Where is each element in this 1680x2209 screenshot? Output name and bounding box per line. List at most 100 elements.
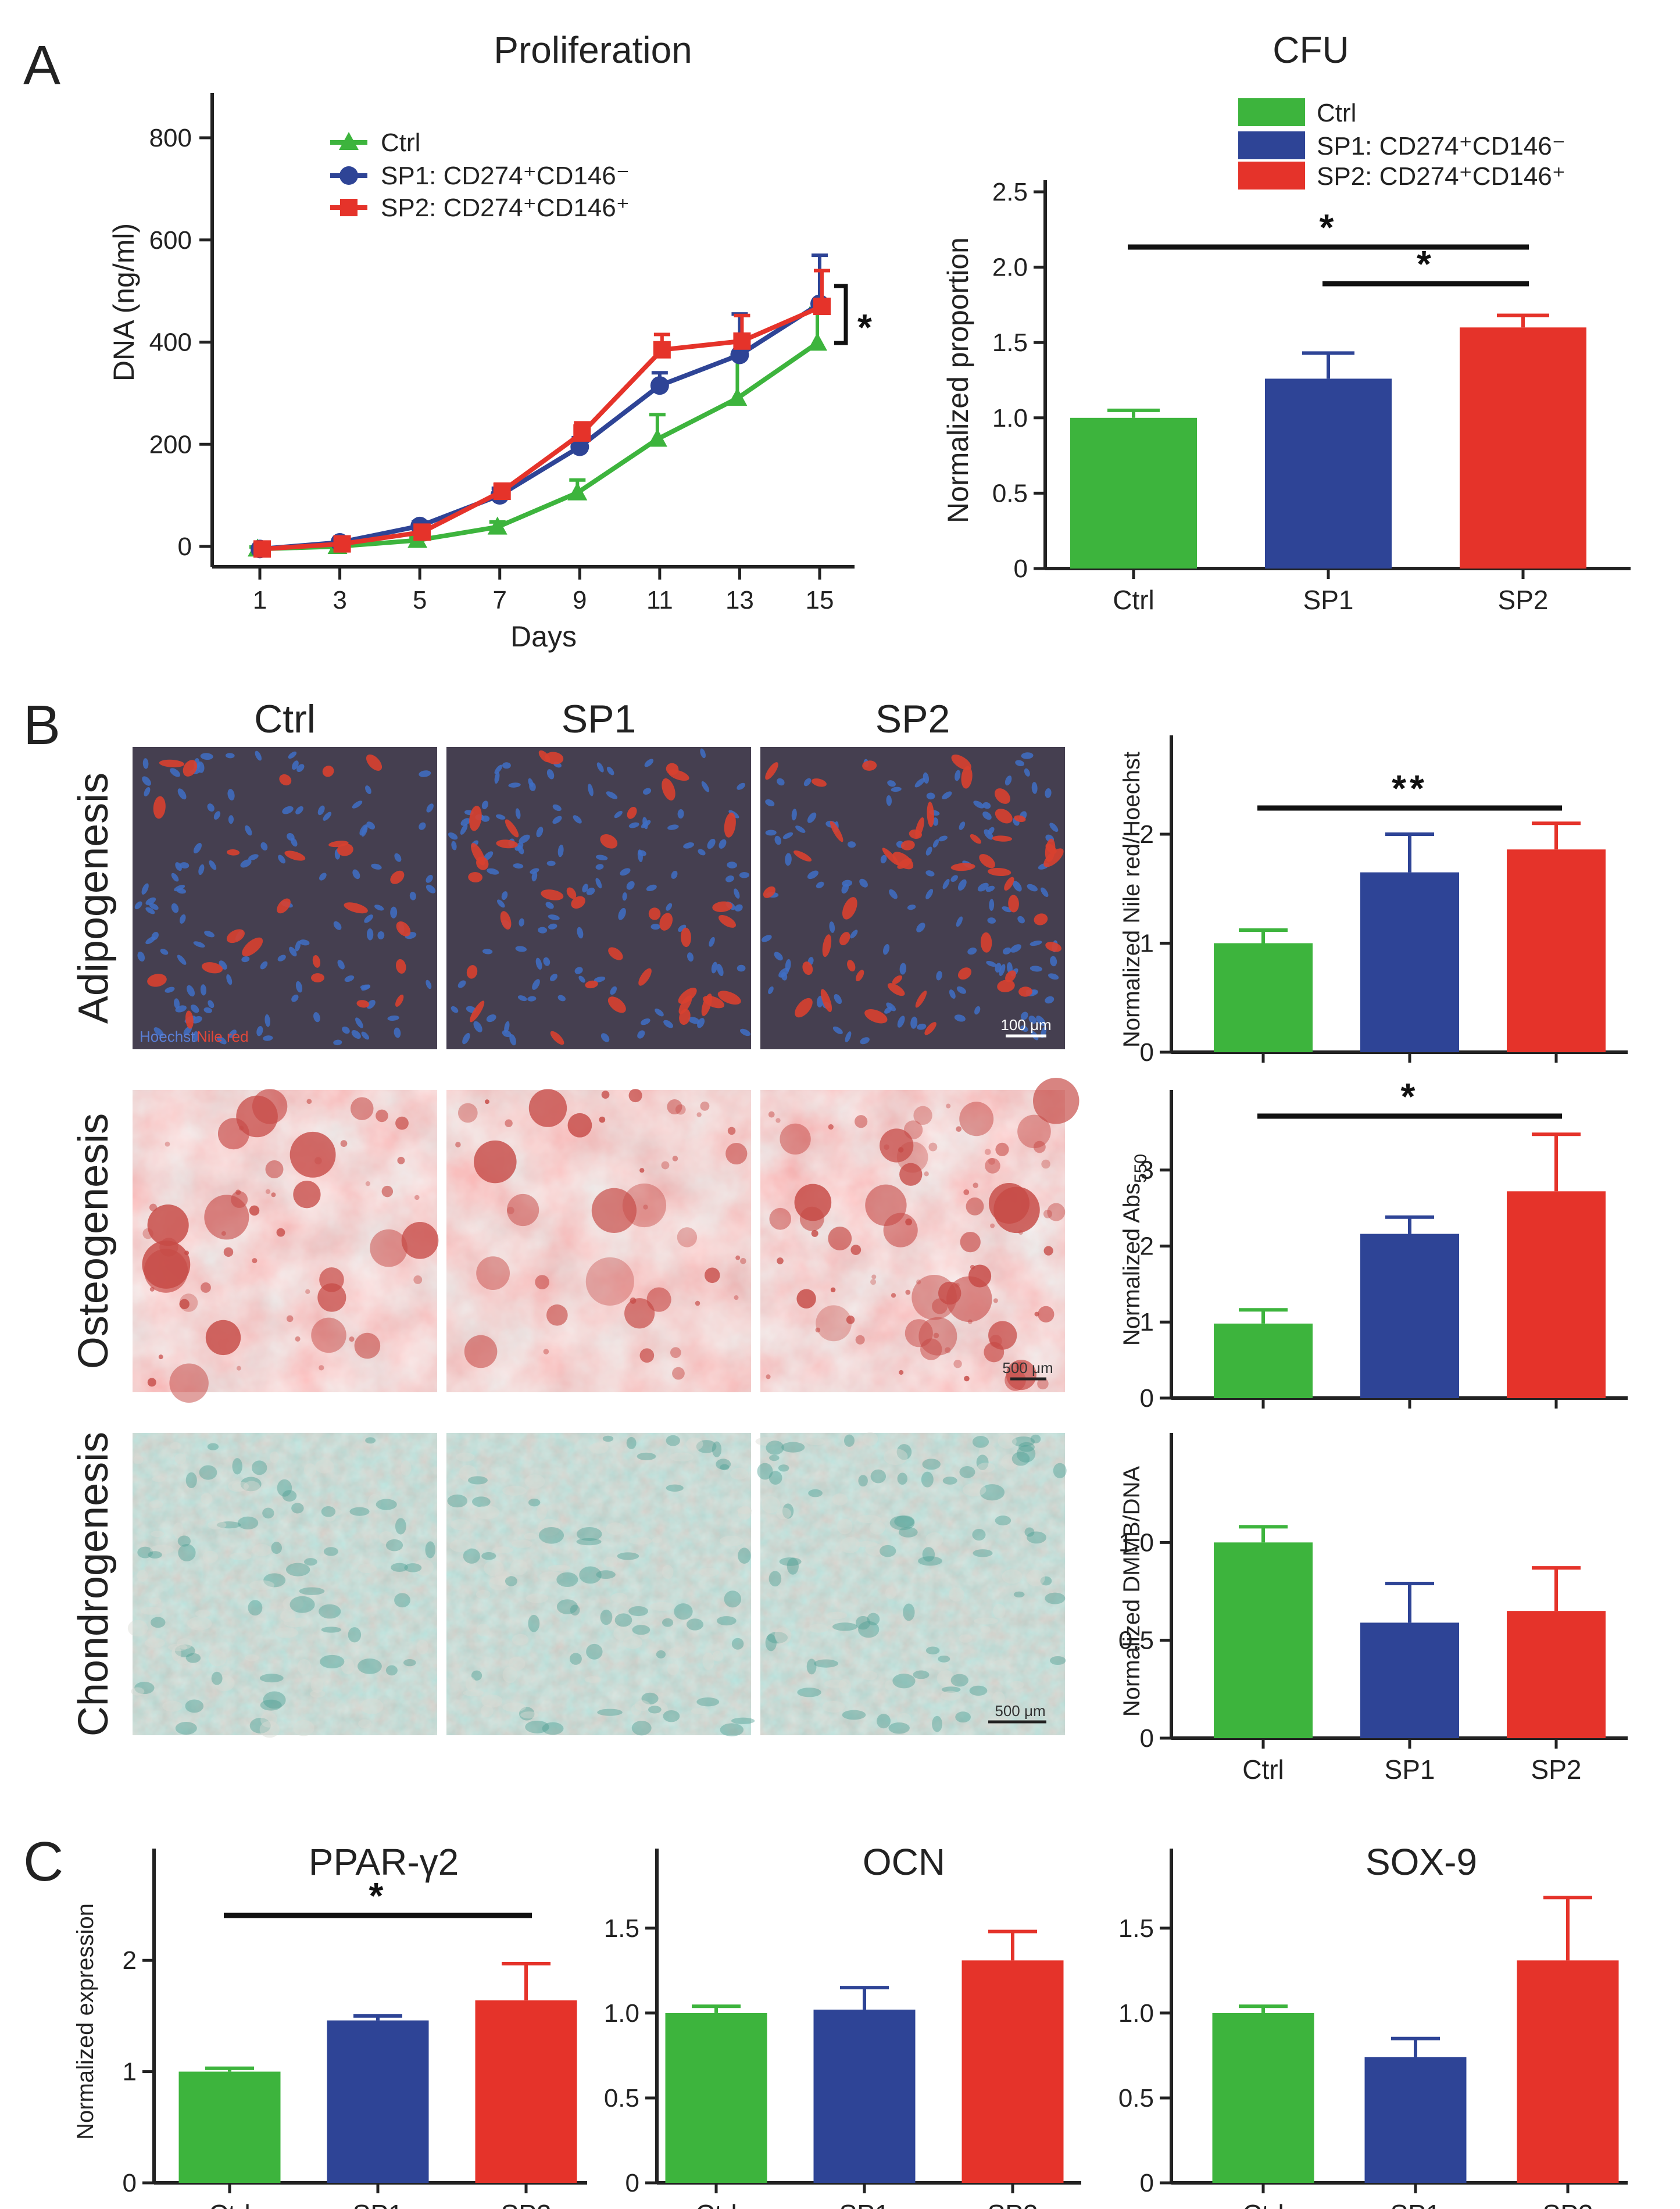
micrograph-adipo-ctrl xyxy=(133,747,437,1049)
ppar-bar-sp2 xyxy=(475,2000,577,2183)
proliferation-series-line-0 xyxy=(257,341,819,552)
proliferation-point xyxy=(653,341,671,359)
proliferation-point xyxy=(487,516,507,535)
micrograph-grid: Ctrl SP1 SP2 Adipogenesis Osteogenesis C… xyxy=(70,697,1080,1738)
proliferation-point xyxy=(413,523,431,541)
proliferation-legend-label: Ctrl xyxy=(381,128,420,157)
ocn-y-tick-label: 1.5 xyxy=(604,1914,639,1943)
cfu-legend-label: SP1: CD274⁺CD146⁻ xyxy=(1317,132,1565,160)
sox9-y-tick-label: 1.0 xyxy=(1118,1999,1154,2028)
osteogenesis-quant-significance-label: * xyxy=(1401,1075,1419,1117)
stain-label-hoechst: Hoechst xyxy=(140,1028,195,1045)
panel-letter-c: C xyxy=(23,1831,63,1893)
proliferation-point xyxy=(567,482,588,501)
micrograph-chondro-sp1 xyxy=(446,1433,755,1736)
sox9-category-label: SP1 xyxy=(1391,2199,1441,2209)
osteogenesis-quant-y-tick-label: 2 xyxy=(1140,1232,1154,1260)
chondrogenesis-quant-y-label: Normalized DMMB/DNA xyxy=(1119,1466,1145,1717)
ocn-chart: OCN 0 0.5 1.0 1.5 Ctrl SP1 SP2 xyxy=(604,1841,1081,2209)
cfu-title: CFU xyxy=(1272,29,1349,71)
scale-label-adipo: 100 μm xyxy=(1000,1016,1051,1034)
proliferation-x-tick-label: 15 xyxy=(806,586,834,614)
proliferation-point xyxy=(813,297,831,315)
cfu-legend-swatch xyxy=(1238,162,1305,190)
row-header-osteogenesis: Osteogenesis xyxy=(70,1113,117,1369)
osteogenesis-quant-y-label-subscript: 550 xyxy=(1131,1154,1150,1183)
osteogenesis-quant-bar-sp2 xyxy=(1507,1191,1606,1398)
proliferation-point xyxy=(647,428,667,447)
column-header-ctrl: Ctrl xyxy=(254,697,316,741)
proliferation-legend-marker xyxy=(339,166,358,185)
proliferation-legend-label: SP2: CD274⁺CD146⁺ xyxy=(381,194,630,222)
proliferation-point xyxy=(650,376,669,395)
ocn-category-label: Ctrl xyxy=(695,2199,737,2209)
cfu-legend-swatch xyxy=(1238,131,1305,159)
row-header-adipogenesis: Adipogenesis xyxy=(70,773,117,1024)
ppar-category-label: SP2 xyxy=(501,2199,552,2209)
ppar-category-label: SP1 xyxy=(353,2199,403,2209)
sox9-bar-sp1 xyxy=(1364,2057,1467,2183)
proliferation-y-tick-label: 800 xyxy=(149,124,192,152)
micrograph-osteo-ctrl xyxy=(133,1089,439,1403)
chondrogenesis-quant-y-tick-label: 1.0 xyxy=(1118,1528,1154,1557)
adipogenesis-quant-bar-ctrl xyxy=(1214,943,1313,1052)
ppar-title: PPAR-γ2 xyxy=(309,1841,459,1883)
proliferation-x-tick-label: 11 xyxy=(646,586,673,614)
ppar-y-tick-label: 2 xyxy=(123,1946,137,1975)
ocn-y-tick-label: 0 xyxy=(625,2169,639,2197)
proliferation-x-tick-label: 3 xyxy=(333,586,346,614)
ocn-y-tick-label: 1.0 xyxy=(604,1999,639,2028)
proliferation-point xyxy=(730,345,749,364)
chondrogenesis-quant-category-label: Ctrl xyxy=(1242,1754,1284,1785)
adipogenesis-quant-y-tick-label: 2 xyxy=(1140,820,1154,849)
chondrogenesis-quant-y-tick-label: 0.5 xyxy=(1118,1627,1154,1655)
proliferation-x-tick-label: 1 xyxy=(253,586,267,614)
micrograph-osteo-sp2 xyxy=(760,1077,1080,1392)
stain-label-nile-red: Nile red xyxy=(196,1028,249,1045)
ocn-title: OCN xyxy=(863,1841,945,1883)
sox9-bar-ctrl xyxy=(1212,2013,1314,2183)
cfu-legend-label: Ctrl xyxy=(1317,99,1356,127)
sox9-y-tick-label: 0 xyxy=(1140,2169,1154,2197)
proliferation-x-tick-label: 5 xyxy=(413,586,427,614)
micrograph-adipo-sp1 xyxy=(446,747,751,1049)
panel-letter-a: A xyxy=(23,34,60,96)
proliferation-y-label: DNA (ng/ml) xyxy=(108,223,140,381)
proliferation-title: Proliferation xyxy=(494,29,692,71)
osteogenesis-quant-y-tick-label: 3 xyxy=(1140,1156,1154,1185)
column-header-sp1: SP1 xyxy=(562,697,637,741)
sox9-category-label: SP2 xyxy=(1543,2199,1593,2209)
ppar-category-label: Ctrl xyxy=(209,2199,251,2209)
proliferation-legend-marker xyxy=(339,132,359,150)
cfu-bar-sp1 xyxy=(1265,378,1392,569)
chondrogenesis-quant-category-label: SP1 xyxy=(1385,1754,1435,1785)
cfu-y-tick-label: 0.5 xyxy=(992,479,1028,507)
proliferation-significance-label: * xyxy=(857,306,872,348)
cfu-y-tick-label: 1.5 xyxy=(992,328,1028,357)
cfu-y-tick-label: 0 xyxy=(1014,555,1028,583)
cfu-y-label: Normalized proportion xyxy=(942,237,974,523)
proliferation-x-tick-label: 9 xyxy=(573,586,587,614)
proliferation-point xyxy=(570,437,589,456)
proliferation-point xyxy=(333,535,351,553)
proliferation-point xyxy=(807,333,827,351)
panel-letter-b: B xyxy=(23,694,60,756)
osteogenesis-quant-y-label-main: Normalized Abs xyxy=(1119,1183,1145,1346)
adipogenesis-quant-y-label: Normalized Nile red/Hoechst xyxy=(1119,752,1145,1048)
ppar-chart: PPAR-γ2 0 1 2 Normalized expression Ctrl SP1 SP… xyxy=(73,1841,587,2209)
adipogenesis-quant-y-tick-label: 0 xyxy=(1140,1038,1154,1067)
proliferation-legend-marker xyxy=(340,199,358,216)
cfu-category-label: SP1 xyxy=(1303,585,1354,615)
ppar-bar-sp1 xyxy=(327,2020,429,2183)
sox9-chart: SOX-9 0 0.5 1.0 1.5 Ctrl SP1 SP2 xyxy=(1118,1841,1628,2209)
column-header-sp2: SP2 xyxy=(875,697,950,741)
micrograph-adipo-sp2 xyxy=(760,747,1065,1049)
proliferation-x-label: Days xyxy=(510,620,577,653)
micrograph-chondro-ctrl xyxy=(127,1433,437,1738)
sox9-bar-sp2 xyxy=(1517,1960,1619,2183)
proliferation-y-tick-label: 0 xyxy=(178,532,192,561)
